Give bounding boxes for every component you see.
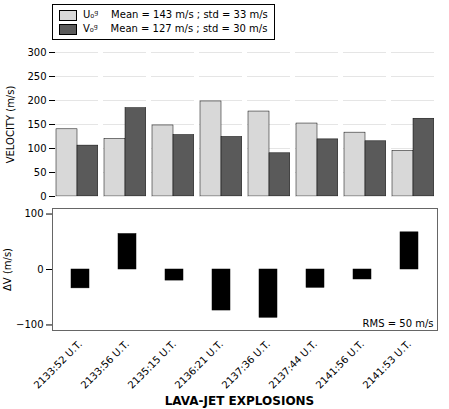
svg-text:2133:52 U.T.: 2133:52 U.T. [32, 338, 85, 391]
svg-text:2136:21 U.T.: 2136:21 U.T. [173, 338, 226, 391]
html-text:U₀ᵍ Mean = 143 m/s ; std = 33: U₀ᵍ Mean = 143 m/s ; std = 33 m/s [83, 9, 268, 20]
svg-text:ΔV (m/s): ΔV (m/s) [2, 248, 13, 291]
svg-text:200: 200 [27, 95, 46, 106]
svg-text:50: 50 [34, 167, 47, 178]
svg-text:0: 0 [40, 191, 46, 202]
svg-text:RMS = 50 m/s: RMS = 50 m/s [363, 318, 434, 329]
svg-text:0: 0 [37, 264, 43, 275]
html-text:V₀ᵍ Mean = 127 m/s ; std = 30: V₀ᵍ Mean = 127 m/s ; std = 30 m/s [83, 23, 268, 34]
svg-text:2133:56 U.T.: 2133:56 U.T. [79, 338, 132, 391]
svg-text:2137:36 U.T.: 2137:36 U.T. [220, 338, 273, 391]
svg-text:2141:56 U.T.: 2141:56 U.T. [314, 338, 367, 391]
svg-text:100: 100 [27, 143, 46, 154]
svg-text:2141:53 U.T.: 2141:53 U.T. [361, 338, 414, 391]
svg-text:2137:44 U.T.: 2137:44 U.T. [267, 338, 320, 391]
svg-text:VELOCITY (m/s): VELOCITY (m/s) [5, 86, 16, 164]
svg-text:250: 250 [27, 71, 46, 82]
svg-text:150: 150 [27, 119, 46, 130]
svg-text:−100: −100 [16, 319, 43, 330]
html-text:LAVA-JET EXPLOSIONS: LAVA-JET EXPLOSIONS [164, 394, 315, 408]
svg-text:2135:15 U.T.: 2135:15 U.T. [126, 338, 179, 391]
svg-text:100: 100 [24, 208, 43, 219]
svg-text:300: 300 [27, 47, 46, 58]
